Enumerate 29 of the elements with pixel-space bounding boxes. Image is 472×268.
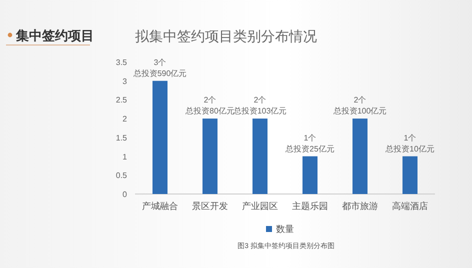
x-tick-label: 高端酒店 — [392, 201, 428, 211]
y-tick-label: 3.5 — [116, 58, 128, 67]
y-tick-label: 1 — [122, 152, 128, 162]
x-tick-label: 产业园区 — [242, 201, 278, 211]
chart-title: 拟集中签约项目类别分布情况 — [135, 28, 317, 44]
data-label: 3个总投资590亿元 — [132, 58, 187, 78]
legend-label: 数量 — [276, 224, 294, 234]
x-tick-label: 产城融合 — [142, 201, 178, 211]
y-tick-label: 2.5 — [116, 96, 128, 105]
data-label: 2个总投资100亿元 — [332, 96, 387, 116]
bar — [252, 118, 268, 194]
bar — [152, 80, 168, 194]
data-label: 1个总投资10亿元 — [384, 133, 434, 154]
text: 集中签约项目 — [15, 28, 94, 43]
x-tick-label: 景区开发 — [192, 201, 228, 211]
x-tick-label: 主题乐园 — [292, 201, 328, 211]
x-tick-label: 都市旅游 — [342, 201, 378, 211]
data-label: 2个总投资80亿元 — [184, 96, 234, 116]
bar — [202, 118, 218, 194]
y-tick-label: 0.5 — [116, 171, 128, 180]
bar — [352, 118, 368, 194]
bar — [302, 156, 318, 194]
y-tick-label: 3 — [122, 76, 128, 86]
y-tick-label: 0 — [122, 190, 128, 199]
data-label: 1个总投资25亿元 — [284, 133, 334, 154]
data-label: 2个总投资103亿元 — [232, 96, 287, 116]
bar — [402, 156, 418, 194]
y-tick-label: 2 — [122, 114, 128, 124]
y-tick-label: 1.5 — [116, 133, 128, 142]
